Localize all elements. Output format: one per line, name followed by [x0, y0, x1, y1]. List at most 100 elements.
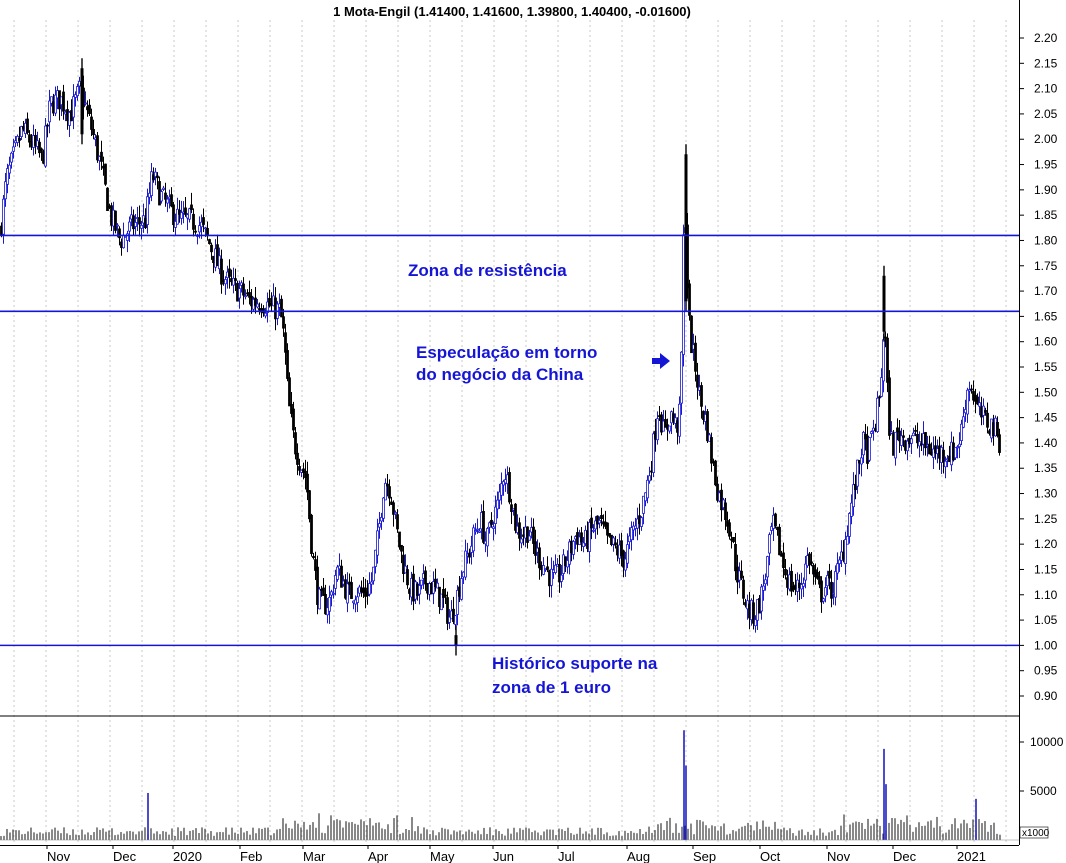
candle-body [518, 522, 521, 539]
candle-body [724, 502, 727, 521]
candle-body [310, 514, 313, 554]
time-axis-labels: Nov Dec 2020 Feb Mar Apr May Jun Jul Aug Sep Oct Nov… [46, 845, 986, 863]
candle-body [104, 163, 107, 185]
candle-body [592, 529, 595, 532]
candle-body [448, 616, 451, 623]
candle-body [678, 403, 681, 437]
candle-body [26, 118, 29, 133]
price-tick-label: 2.00 [1034, 132, 1058, 146]
candle-body [386, 483, 389, 487]
time-tick-label: Jul [558, 849, 575, 863]
price-spike-body [80, 68, 84, 135]
arrow-right-icon [652, 353, 670, 369]
candle-body [760, 586, 763, 612]
price-tick-label: 1.25 [1034, 512, 1058, 526]
candle-body [754, 619, 757, 627]
candle-body [482, 510, 485, 543]
candle-body [532, 526, 535, 544]
candle-body [588, 522, 591, 552]
candle-body [374, 549, 377, 567]
candle-body [572, 541, 575, 555]
candle-body [160, 191, 163, 202]
candle-body [114, 210, 117, 231]
price-tick-label: 1.00 [1034, 638, 1058, 652]
candle-body [944, 460, 947, 468]
price-tick-label: 1.95 [1034, 158, 1058, 172]
candle-body [10, 152, 13, 163]
candle-body [716, 483, 719, 501]
price-tick-label: 2.15 [1034, 56, 1058, 70]
volume-tick-label: 10000 [1030, 735, 1064, 749]
candle-body [474, 530, 477, 533]
price-tick-label: 1.85 [1034, 208, 1058, 222]
candle-body [784, 569, 787, 576]
candle-body [546, 566, 549, 570]
candle-body [976, 396, 979, 405]
candle-body [808, 553, 811, 566]
candle-body [284, 332, 287, 353]
candle-body [172, 204, 175, 226]
candle-body [170, 194, 173, 207]
price-tick-label: 1.40 [1034, 436, 1058, 450]
candle-body [916, 433, 919, 444]
candle-body [192, 213, 195, 230]
candle-body [318, 588, 321, 610]
volume-unit-box [1019, 826, 1049, 839]
annotation-support-line2: zona de 1 euro [492, 678, 611, 697]
price-tick-label: 2.20 [1034, 31, 1058, 45]
candle-body [902, 435, 905, 438]
candle-body [92, 128, 95, 136]
candle-body [88, 104, 91, 115]
price-tick-label: 1.60 [1034, 335, 1058, 349]
candle-body [890, 431, 893, 434]
candle-body [286, 350, 289, 379]
price-tick-label: 1.50 [1034, 385, 1058, 399]
candle-body [202, 217, 205, 225]
candle-body [346, 583, 349, 604]
candle-body [526, 526, 529, 543]
candle-body [906, 440, 909, 452]
candle-body [962, 416, 965, 428]
price-tick-label: 1.45 [1034, 411, 1058, 425]
candle-body [324, 593, 327, 615]
candle-body [238, 288, 241, 299]
candle-body [862, 431, 865, 456]
candle-body [356, 596, 359, 603]
price-tick-label: 1.15 [1034, 562, 1058, 576]
candle-body [970, 388, 973, 391]
candle-body [44, 125, 47, 167]
candle-body [256, 303, 259, 308]
candle-body [494, 506, 497, 524]
candle-body [154, 171, 157, 177]
candle-body [50, 96, 53, 104]
candle-body [986, 412, 989, 428]
candle-body [668, 425, 671, 432]
candle-body [714, 460, 717, 486]
candle-body [490, 519, 493, 525]
candle-body [388, 486, 391, 499]
candle-body [764, 579, 767, 585]
candle-body [72, 96, 75, 118]
candle-body [478, 530, 481, 533]
candle-body [710, 437, 713, 464]
candle-body [912, 432, 915, 437]
price-candles [0, 58, 1001, 656]
candle-body [802, 583, 805, 587]
candle-body [146, 196, 149, 225]
candle-body [444, 594, 447, 597]
candle-body [336, 566, 339, 580]
candle-body [298, 466, 301, 471]
candle-body [598, 519, 601, 524]
candle-body [984, 410, 987, 413]
time-tick-label: Mar [303, 849, 326, 863]
time-tick-label: Oct [760, 849, 781, 863]
candle-body [978, 402, 981, 407]
candle-body [106, 187, 109, 211]
candle-body [190, 204, 193, 210]
candle-body [652, 433, 655, 473]
candle-body [332, 592, 335, 595]
candle-body [454, 615, 457, 625]
candle-body [882, 339, 885, 382]
candle-body [164, 192, 167, 200]
candle-body [690, 315, 693, 354]
